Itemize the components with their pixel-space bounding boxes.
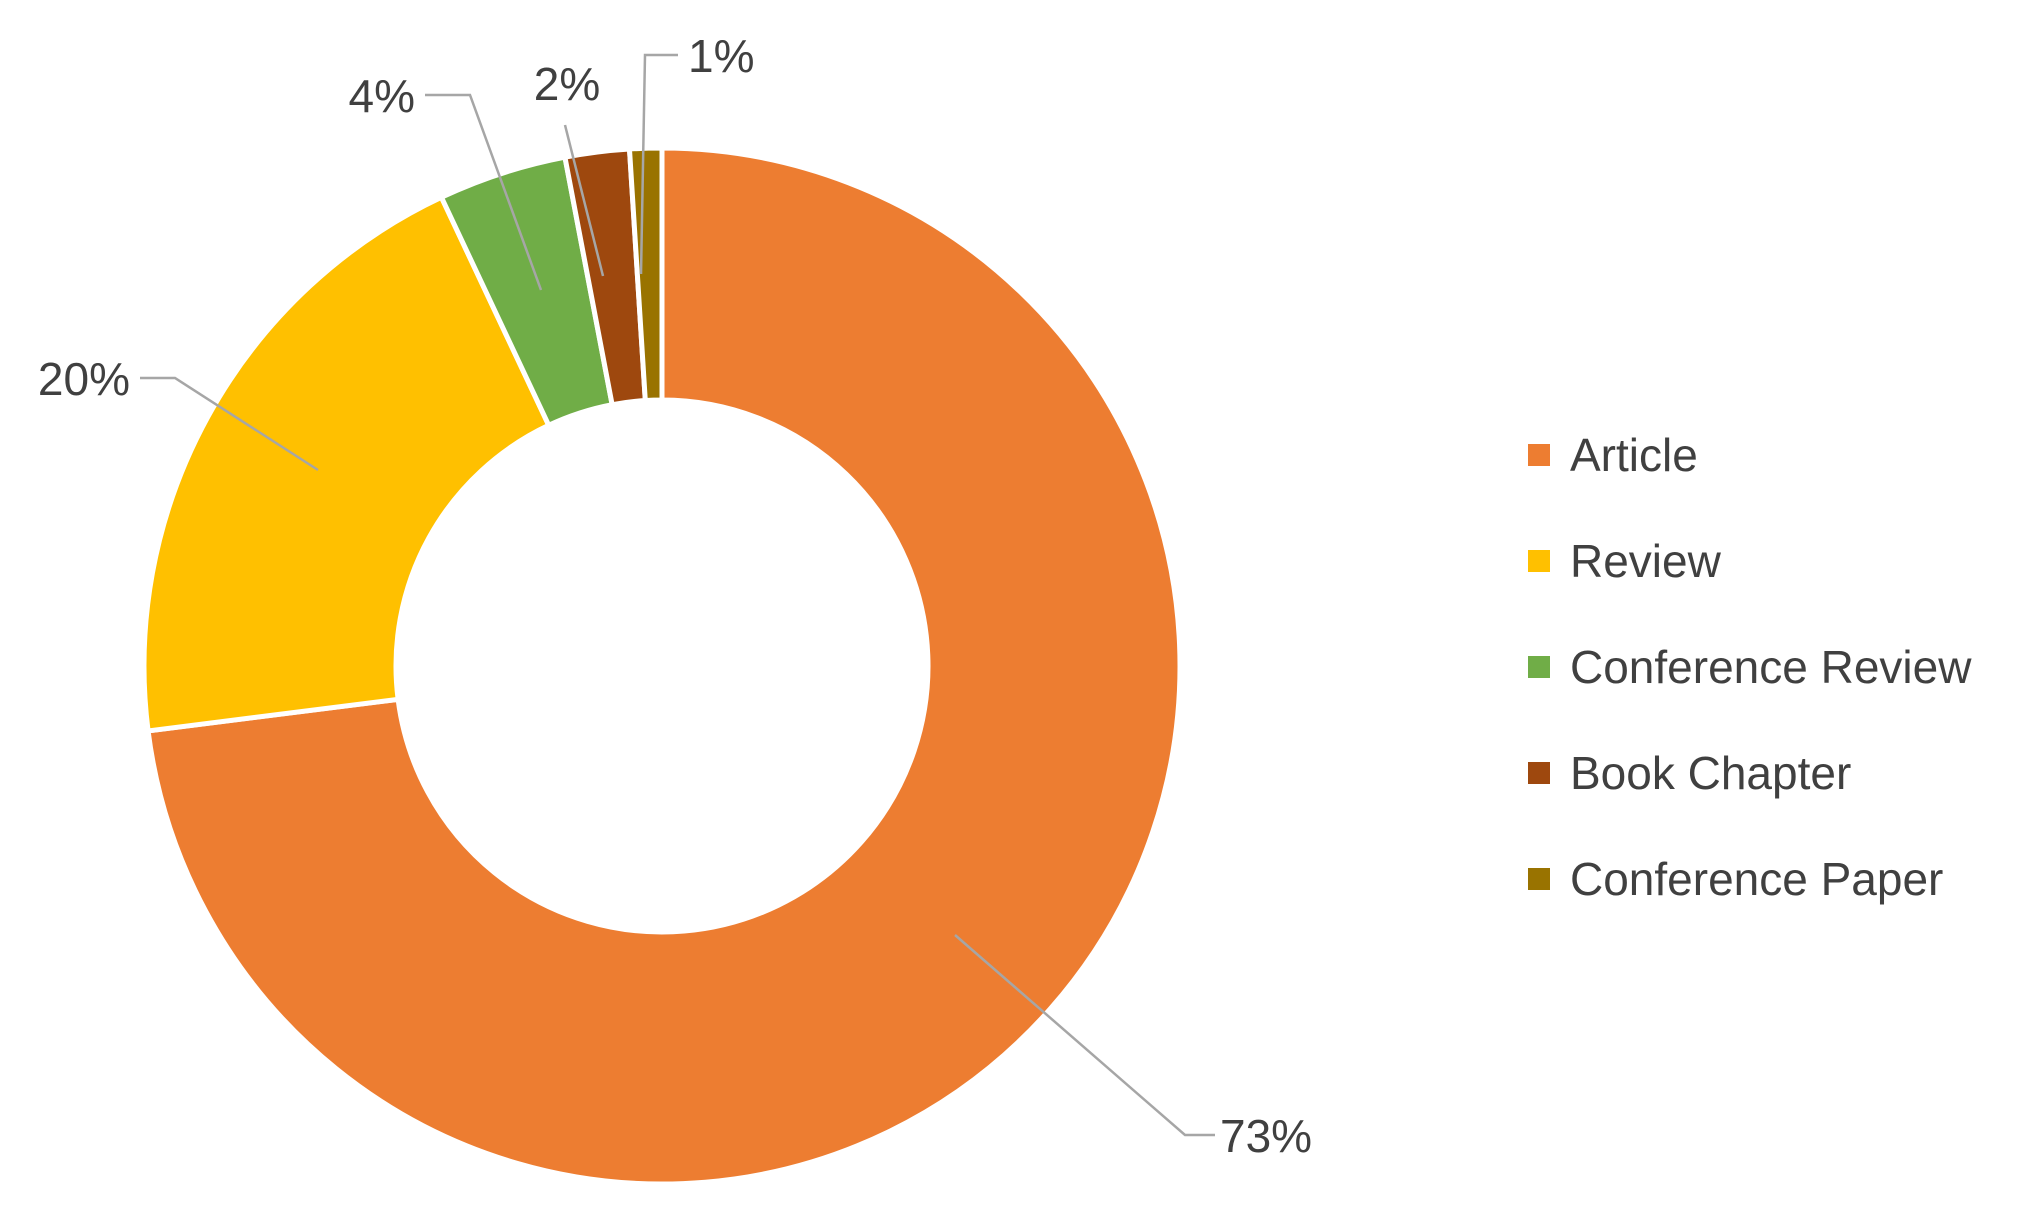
legend-swatch-book-chapter <box>1528 762 1550 784</box>
legend-label-review: Review <box>1570 535 1722 587</box>
leader-line-book-chapter <box>563 124 605 277</box>
data-label-book-chapter: 2% <box>534 58 600 110</box>
data-label-article: 73% <box>1220 1110 1312 1162</box>
donut-slices <box>141 145 1183 1187</box>
slice-conference-paper <box>626 145 665 404</box>
data-labels: 73% 20% 4% 2% 1% <box>38 30 1312 1162</box>
legend-swatch-review <box>1528 550 1550 572</box>
leader-line-review <box>140 376 319 472</box>
leader-lines <box>140 53 1215 1137</box>
legend: Article Review Conference Review Book Chapt… <box>1528 429 1972 905</box>
leader-line-conference-review <box>425 93 543 291</box>
legend-label-conference-review: Conference Review <box>1570 641 1972 693</box>
legend-swatch-article <box>1528 444 1550 466</box>
legend-label-book-chapter: Book Chapter <box>1570 747 1851 799</box>
legend-item-conference-paper: Conference Paper <box>1528 853 1943 905</box>
legend-label-article: Article <box>1570 429 1698 481</box>
leader-line-conference-paper <box>639 53 678 275</box>
legend-label-conference-paper: Conference Paper <box>1570 853 1943 905</box>
slice-article <box>145 145 1183 1187</box>
data-label-conference-paper: 1% <box>688 30 754 82</box>
legend-swatch-conference-review <box>1528 656 1550 678</box>
leader-line-article <box>954 934 1215 1137</box>
legend-item-conference-review: Conference Review <box>1528 641 1972 693</box>
legend-item-article: Article <box>1528 429 1698 481</box>
slice-review <box>141 194 552 734</box>
data-label-conference-review: 4% <box>349 70 415 122</box>
legend-item-book-chapter: Book Chapter <box>1528 747 1851 799</box>
legend-swatch-conference-paper <box>1528 868 1550 890</box>
legend-item-review: Review <box>1528 535 1722 587</box>
data-label-review: 20% <box>38 353 130 405</box>
